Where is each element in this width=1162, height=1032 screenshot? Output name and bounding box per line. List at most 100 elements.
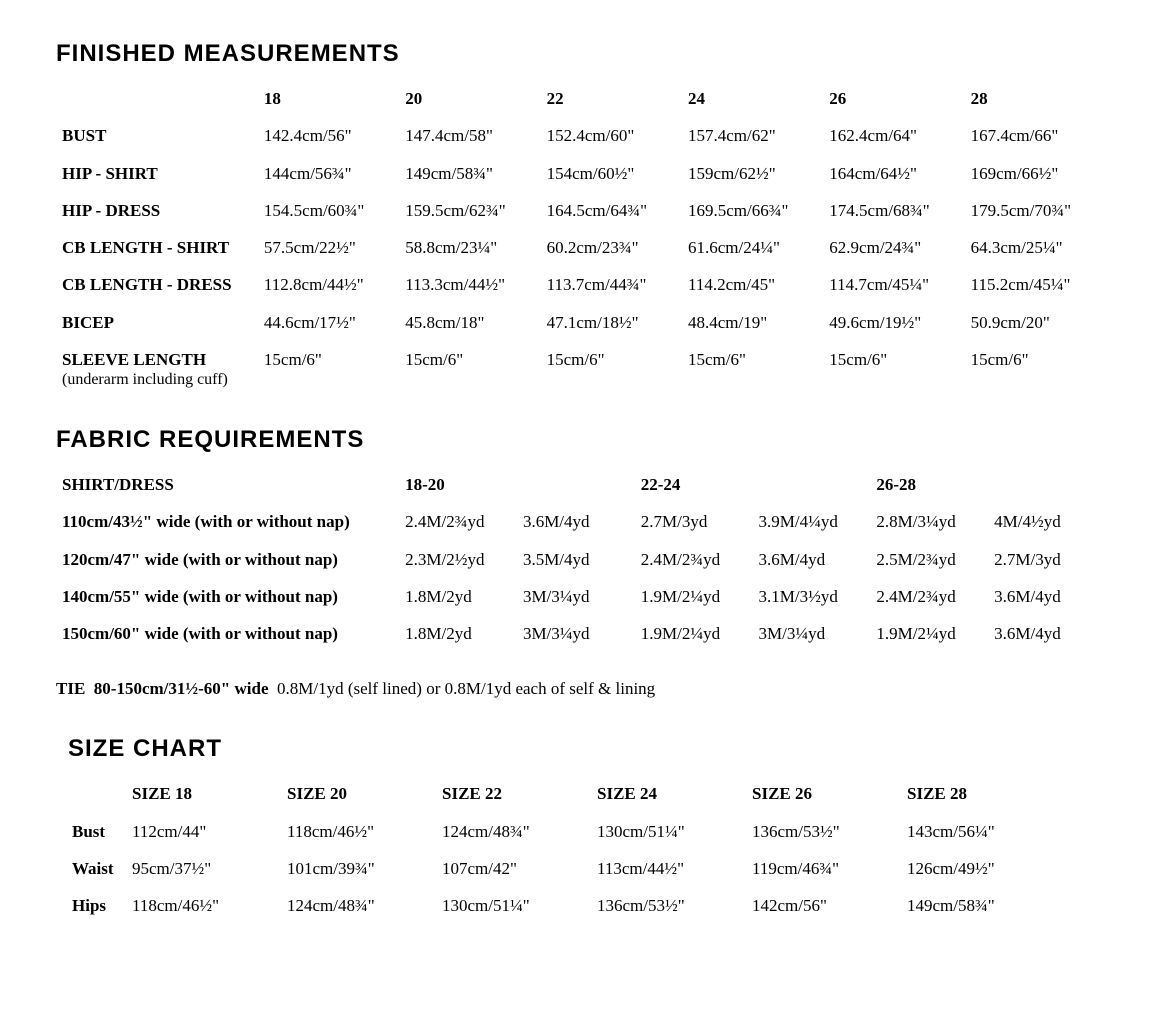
sc-col-header: SIZE 20 — [281, 775, 436, 812]
sc-col-header: SIZE 28 — [901, 775, 1056, 812]
fr-cell: 2.7M/3yd — [988, 541, 1106, 578]
fm-row-label: HIP - DRESS — [56, 192, 258, 229]
fm-cell: 167.4cm/66" — [965, 117, 1106, 154]
sc-cell: 112cm/44" — [126, 813, 281, 850]
table-row: Hips118cm/46½"124cm/48¾"130cm/51¼"136cm/… — [66, 887, 1056, 924]
size-chart-table: SIZE 18SIZE 20SIZE 22SIZE 24SIZE 26SIZE … — [66, 775, 1056, 924]
table-row: 110cm/43½" wide (with or without nap)2.4… — [56, 503, 1106, 540]
fr-row-label: 140cm/55" wide (with or without nap) — [56, 578, 399, 615]
fm-cell: 152.4cm/60" — [541, 117, 682, 154]
fm-cell: 113.3cm/44½" — [399, 266, 540, 303]
table-row: HIP - DRESS 154.5cm/60¾"159.5cm/62¾"164.5… — [56, 192, 1106, 229]
sc-cell: 136cm/53½" — [746, 813, 901, 850]
fr-cell: 2.4M/2¾yd — [635, 541, 753, 578]
sc-cell: 101cm/39¾" — [281, 850, 436, 887]
tie-requirement-line: TIE 80-150cm/31½-60" wide 0.8M/1yd (self… — [56, 669, 1106, 699]
fr-cell: 1.8M/2yd — [399, 578, 517, 615]
table-row: BUST142.4cm/56"147.4cm/58"152.4cm/60"157… — [56, 117, 1106, 154]
fm-row-sublabel: (underarm including cuff) — [62, 370, 252, 390]
fm-col-blank — [56, 80, 258, 117]
tie-width: 80-150cm/31½-60" wide — [94, 679, 269, 698]
fm-col-header: 28 — [965, 80, 1106, 117]
fm-cell: 149cm/58¾" — [399, 155, 540, 192]
fabric-requirements-heading: FABRIC REQUIREMENTS — [56, 426, 1106, 454]
fr-cell: 2.7M/3yd — [635, 503, 753, 540]
fm-cell: 164.5cm/64¾" — [541, 192, 682, 229]
fm-cell: 47.1cm/18½" — [541, 304, 682, 341]
fm-cell: 113.7cm/44¾" — [541, 266, 682, 303]
fm-cell: 57.5cm/22½" — [258, 229, 399, 266]
sc-cell: 95cm/37½" — [126, 850, 281, 887]
table-row: SLEEVE LENGTH(underarm including cuff)15… — [56, 341, 1106, 398]
table-row: CB LENGTH - DRESS112.8cm/44½"113.3cm/44½… — [56, 266, 1106, 303]
fm-cell: 154.5cm/60¾" — [258, 192, 399, 229]
fabric-requirements-table: SHIRT/DRESS18-2022-2426-28 110cm/43½" wi… — [56, 466, 1106, 652]
fm-cell: 15cm/6" — [682, 341, 823, 398]
fm-cell: 144cm/56¾" — [258, 155, 399, 192]
finished-measurements-heading: FINISHED MEASUREMENTS — [56, 40, 1106, 68]
sc-cell: 118cm/46½" — [281, 813, 436, 850]
fm-row-label: CB LENGTH - SHIRT — [56, 229, 258, 266]
fm-row-label-text: HIP - DRESS — [62, 201, 160, 220]
size-chart-heading: SIZE CHART — [68, 735, 1106, 763]
fm-cell: 154cm/60½" — [541, 155, 682, 192]
fr-group-header: 22-24 — [635, 466, 871, 503]
fm-col-header: 18 — [258, 80, 399, 117]
sc-cell: 126cm/49½" — [901, 850, 1056, 887]
sc-cell: 136cm/53½" — [591, 887, 746, 924]
sc-cell: 107cm/42" — [436, 850, 591, 887]
fm-cell: 159cm/62½" — [682, 155, 823, 192]
sc-row-label: Hips — [66, 887, 126, 924]
table-row: 120cm/47" wide (with or without nap)2.3M… — [56, 541, 1106, 578]
table-row: Bust112cm/44"118cm/46½"124cm/48¾"130cm/5… — [66, 813, 1056, 850]
fm-cell: 58.8cm/23¼" — [399, 229, 540, 266]
fr-cell: 2.5M/2¾yd — [870, 541, 988, 578]
fm-cell: 49.6cm/19½" — [823, 304, 964, 341]
fm-cell: 147.4cm/58" — [399, 117, 540, 154]
fm-cell: 50.9cm/20" — [965, 304, 1106, 341]
fm-cell: 179.5cm/70¾" — [965, 192, 1106, 229]
fm-cell: 114.2cm/45" — [682, 266, 823, 303]
sc-cell: 124cm/48¾" — [281, 887, 436, 924]
fr-cell: 3M/3¼yd — [517, 615, 635, 652]
fm-cell: 169.5cm/66¾" — [682, 192, 823, 229]
fm-cell: 174.5cm/68¾" — [823, 192, 964, 229]
sc-cell: 142cm/56" — [746, 887, 901, 924]
fr-cell: 1.9M/2¼yd — [870, 615, 988, 652]
fm-row-label: BICEP — [56, 304, 258, 341]
fr-cell: 3.6M/4yd — [988, 578, 1106, 615]
sc-cell: 113cm/44½" — [591, 850, 746, 887]
sc-cell: 130cm/51¼" — [436, 887, 591, 924]
fm-cell: 15cm/6" — [399, 341, 540, 398]
fm-cell: 142.4cm/56" — [258, 117, 399, 154]
fm-row-label-text: HIP - SHIRT — [62, 164, 158, 183]
fr-shirt-dress-label: SHIRT/DRESS — [56, 466, 399, 503]
fm-cell: 15cm/6" — [258, 341, 399, 398]
tie-text: 0.8M/1yd (self lined) or 0.8M/1yd each o… — [277, 679, 655, 698]
finished-measurements-table: 182022242628 BUST142.4cm/56"147.4cm/58"1… — [56, 80, 1106, 398]
fr-cell: 3.1M/3½yd — [753, 578, 871, 615]
fr-row-label: 150cm/60" wide (with or without nap) — [56, 615, 399, 652]
fm-row-label-text: CB LENGTH - SHIRT — [62, 238, 229, 257]
fr-cell: 2.4M/2¾yd — [399, 503, 517, 540]
sc-cell: 149cm/58¾" — [901, 887, 1056, 924]
fm-row-label: SLEEVE LENGTH(underarm including cuff) — [56, 341, 258, 398]
fm-cell: 64.3cm/25¼" — [965, 229, 1106, 266]
fm-cell: 159.5cm/62¾" — [399, 192, 540, 229]
fm-col-header: 22 — [541, 80, 682, 117]
fm-cell: 15cm/6" — [823, 341, 964, 398]
fr-group-header: 18-20 — [399, 466, 635, 503]
sc-col-header: SIZE 24 — [591, 775, 746, 812]
sc-col-blank — [66, 775, 126, 812]
fm-col-header: 24 — [682, 80, 823, 117]
table-row: CB LENGTH - SHIRT 57.5cm/22½"58.8cm/23¼" 6… — [56, 229, 1106, 266]
fm-cell: 114.7cm/45¼" — [823, 266, 964, 303]
fr-row-label: 120cm/47" wide (with or without nap) — [56, 541, 399, 578]
fm-cell: 45.8cm/18" — [399, 304, 540, 341]
fr-cell: 3.9M/4¼yd — [753, 503, 871, 540]
fr-row-label: 110cm/43½" wide (with or without nap) — [56, 503, 399, 540]
fm-cell: 169cm/66½" — [965, 155, 1106, 192]
fr-cell: 2.4M/2¾yd — [870, 578, 988, 615]
fm-row-label-text: BICEP — [62, 313, 114, 332]
fm-cell: 112.8cm/44½" — [258, 266, 399, 303]
